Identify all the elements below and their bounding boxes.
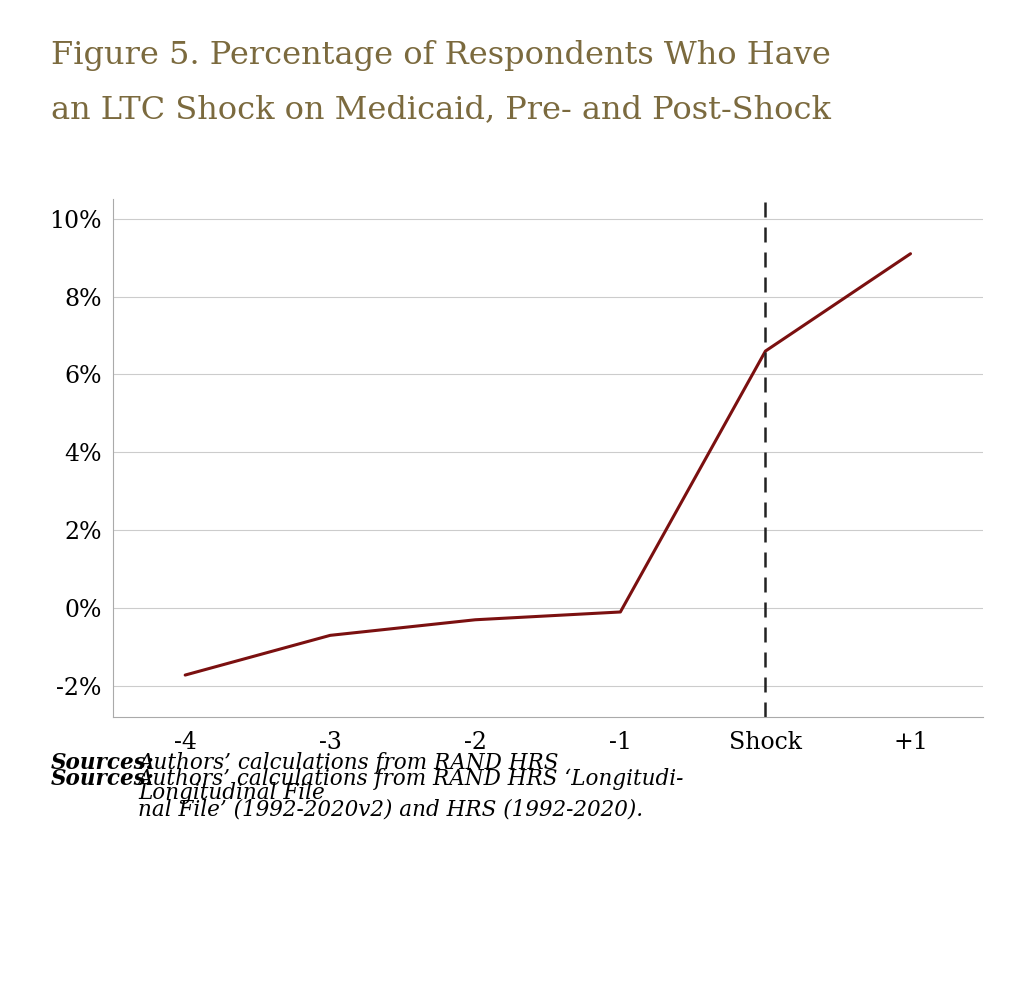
Text: Authors’ calculations from RAND HRS 
Longitudinal File: Authors’ calculations from RAND HRS Long… [138, 752, 565, 805]
Text: Sources:: Sources: [51, 768, 155, 790]
Text: Figure 5. Percentage of Respondents Who Have: Figure 5. Percentage of Respondents Who … [51, 40, 831, 71]
Text: Sources:: Sources: [51, 752, 155, 774]
Text: Authors’ calculations from RAND HRS ‘Longitudi-
nal File’ (1992-2020v2) and HRS : Authors’ calculations from RAND HRS ‘Lon… [138, 768, 684, 821]
Text: an LTC Shock on Medicaid, Pre- and Post-Shock: an LTC Shock on Medicaid, Pre- and Post-… [51, 95, 831, 125]
